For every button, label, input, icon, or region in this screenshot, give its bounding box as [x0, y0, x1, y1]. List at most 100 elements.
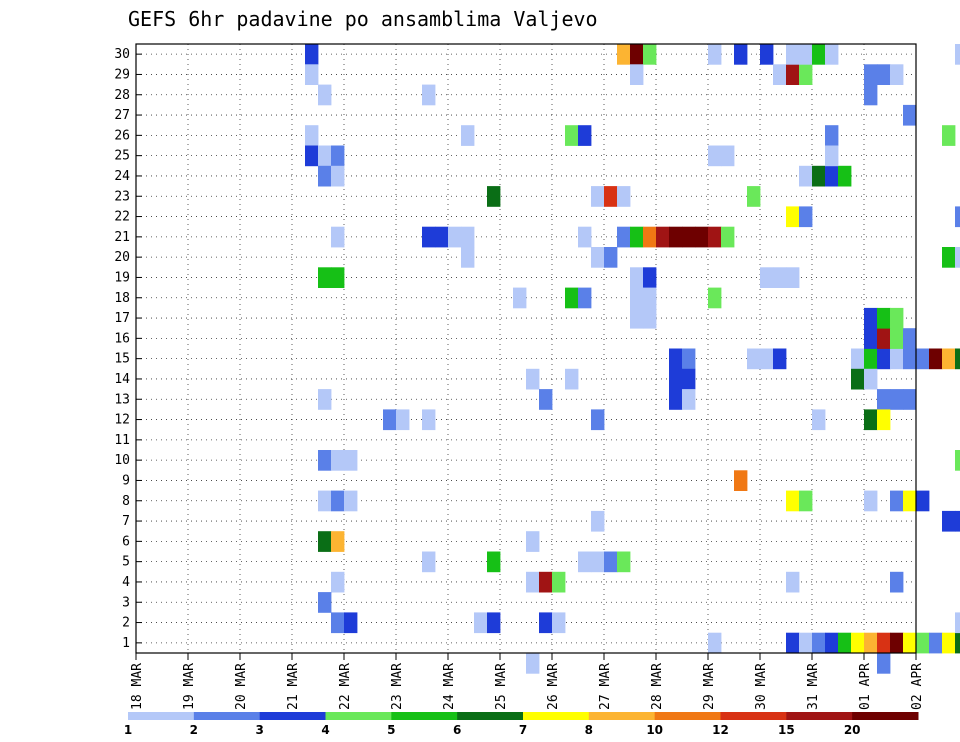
heatmap-cell: [513, 287, 527, 309]
heatmap-cell: [877, 409, 891, 431]
colorbar-swatch: [391, 712, 458, 720]
heatmap-cell: [448, 226, 462, 248]
colorbar-label: 6: [453, 723, 461, 737]
y-tick-label: 24: [114, 169, 130, 184]
x-tick-label: 27 MAR: [598, 663, 613, 710]
x-tick-label: 01 APR: [858, 663, 873, 710]
x-tick-label: 25 MAR: [494, 663, 509, 710]
heatmap-cell: [604, 247, 618, 268]
heatmap-cell: [487, 186, 501, 207]
heatmap-cell: [890, 490, 904, 512]
y-tick-label: 14: [114, 372, 130, 387]
colorbar-label: 4: [321, 723, 329, 737]
heatmap-cell: [331, 226, 345, 248]
heatmap-cell: [864, 490, 878, 512]
colorbar-label: 10: [646, 723, 663, 737]
x-tick-label: 19 MAR: [182, 663, 197, 710]
y-tick-label: 10: [114, 453, 130, 468]
y-tick-label: 29: [114, 67, 130, 82]
colorbar-swatch: [325, 712, 392, 720]
chart-title: GEFS 6hr padavine po ansamblima Valjevo: [128, 7, 598, 31]
heatmap-cell: [682, 348, 696, 370]
heatmap-cell: [422, 226, 436, 248]
heatmap-cell: [955, 206, 960, 228]
heatmap-cell: [318, 490, 332, 512]
colorbar-swatch: [128, 712, 195, 720]
heatmap-cell: [305, 44, 319, 65]
y-tick-label: 13: [114, 392, 130, 407]
heatmap-cell: [903, 328, 917, 349]
y-tick-label: 8: [122, 494, 130, 509]
heatmap-cell: [591, 247, 605, 268]
y-tick-label: 17: [114, 311, 130, 326]
heatmap-cell: [643, 226, 657, 248]
heatmap-cell: [955, 510, 960, 532]
heatmap-cell: [578, 125, 592, 146]
heatmap-cell: [396, 409, 410, 431]
heatmap-cell: [747, 186, 761, 207]
heatmap-cell: [630, 226, 644, 248]
heatmap-cell: [630, 307, 644, 329]
heatmap-cell: [877, 653, 891, 674]
colorbar-label: 2: [190, 723, 198, 737]
heatmap-cell: [734, 44, 748, 65]
heatmap-cell: [435, 226, 449, 248]
x-tick-label: 30 MAR: [754, 663, 769, 710]
colorbar-swatch: [193, 712, 261, 720]
heatmap-cell: [786, 206, 800, 228]
colorbar-swatch: [852, 712, 919, 720]
plot-frame: [135, 43, 917, 654]
colorbar-swatch: [786, 712, 853, 720]
heatmap-cell: [331, 531, 345, 552]
colorbar-label: 5: [387, 723, 395, 737]
heatmap-cell: [890, 348, 904, 370]
heatmap-cell: [786, 267, 800, 288]
x-tick-label: 21 MAR: [286, 663, 301, 710]
heatmap-cell: [942, 632, 956, 654]
y-tick-label: 2: [122, 616, 130, 631]
y-tick-label: 28: [114, 88, 130, 103]
heatmap-cell: [799, 632, 813, 654]
colorbar-label: 12: [712, 723, 729, 737]
heatmap-cell: [708, 44, 722, 65]
heatmap-cell: [838, 165, 852, 187]
heatmap-cell: [955, 632, 960, 654]
heatmap-cell: [825, 145, 839, 167]
heatmap-cell: [383, 409, 397, 431]
heatmap-cell: [760, 348, 774, 370]
heatmap-cell: [630, 64, 644, 85]
heatmap-cell: [903, 104, 917, 126]
colorbar-swatch: [654, 712, 721, 720]
heatmap-cell: [344, 490, 358, 512]
heatmap-cell: [942, 348, 956, 370]
colorbar-swatch: [588, 712, 656, 720]
heatmap-cell: [318, 531, 332, 552]
heatmap-cell: [578, 226, 592, 248]
heatmap-cell: [916, 632, 930, 654]
heatmap-cell: [786, 632, 800, 654]
x-tick-label: 29 MAR: [702, 663, 717, 710]
heatmap-cell: [708, 632, 722, 654]
y-tick-label: 30: [114, 47, 130, 62]
heatmap-cell: [565, 125, 579, 146]
heatmap-cell: [799, 490, 813, 512]
heatmap-cell: [695, 226, 709, 248]
heatmap-cell: [318, 267, 332, 288]
heatmap-cell: [552, 612, 566, 634]
heatmap-cell: [331, 571, 345, 593]
y-tick-label: 6: [122, 534, 130, 549]
heatmap-cell: [422, 551, 436, 573]
grid-layer: [136, 44, 916, 653]
x-tick-label: 31 MAR: [806, 663, 821, 710]
heatmap-cell: [604, 186, 618, 207]
y-tick-label: 21: [114, 230, 130, 245]
y-tick-label: 19: [114, 270, 130, 285]
heatmap-cell: [422, 84, 436, 106]
x-tick-label: 23 MAR: [390, 663, 405, 710]
heatmap-cell: [331, 490, 345, 512]
heatmap-cell: [344, 612, 358, 634]
y-tick-label: 25: [114, 149, 130, 164]
heatmap-cell: [864, 328, 878, 349]
heatmap-cell: [890, 307, 904, 329]
heatmap-cell: [617, 186, 631, 207]
